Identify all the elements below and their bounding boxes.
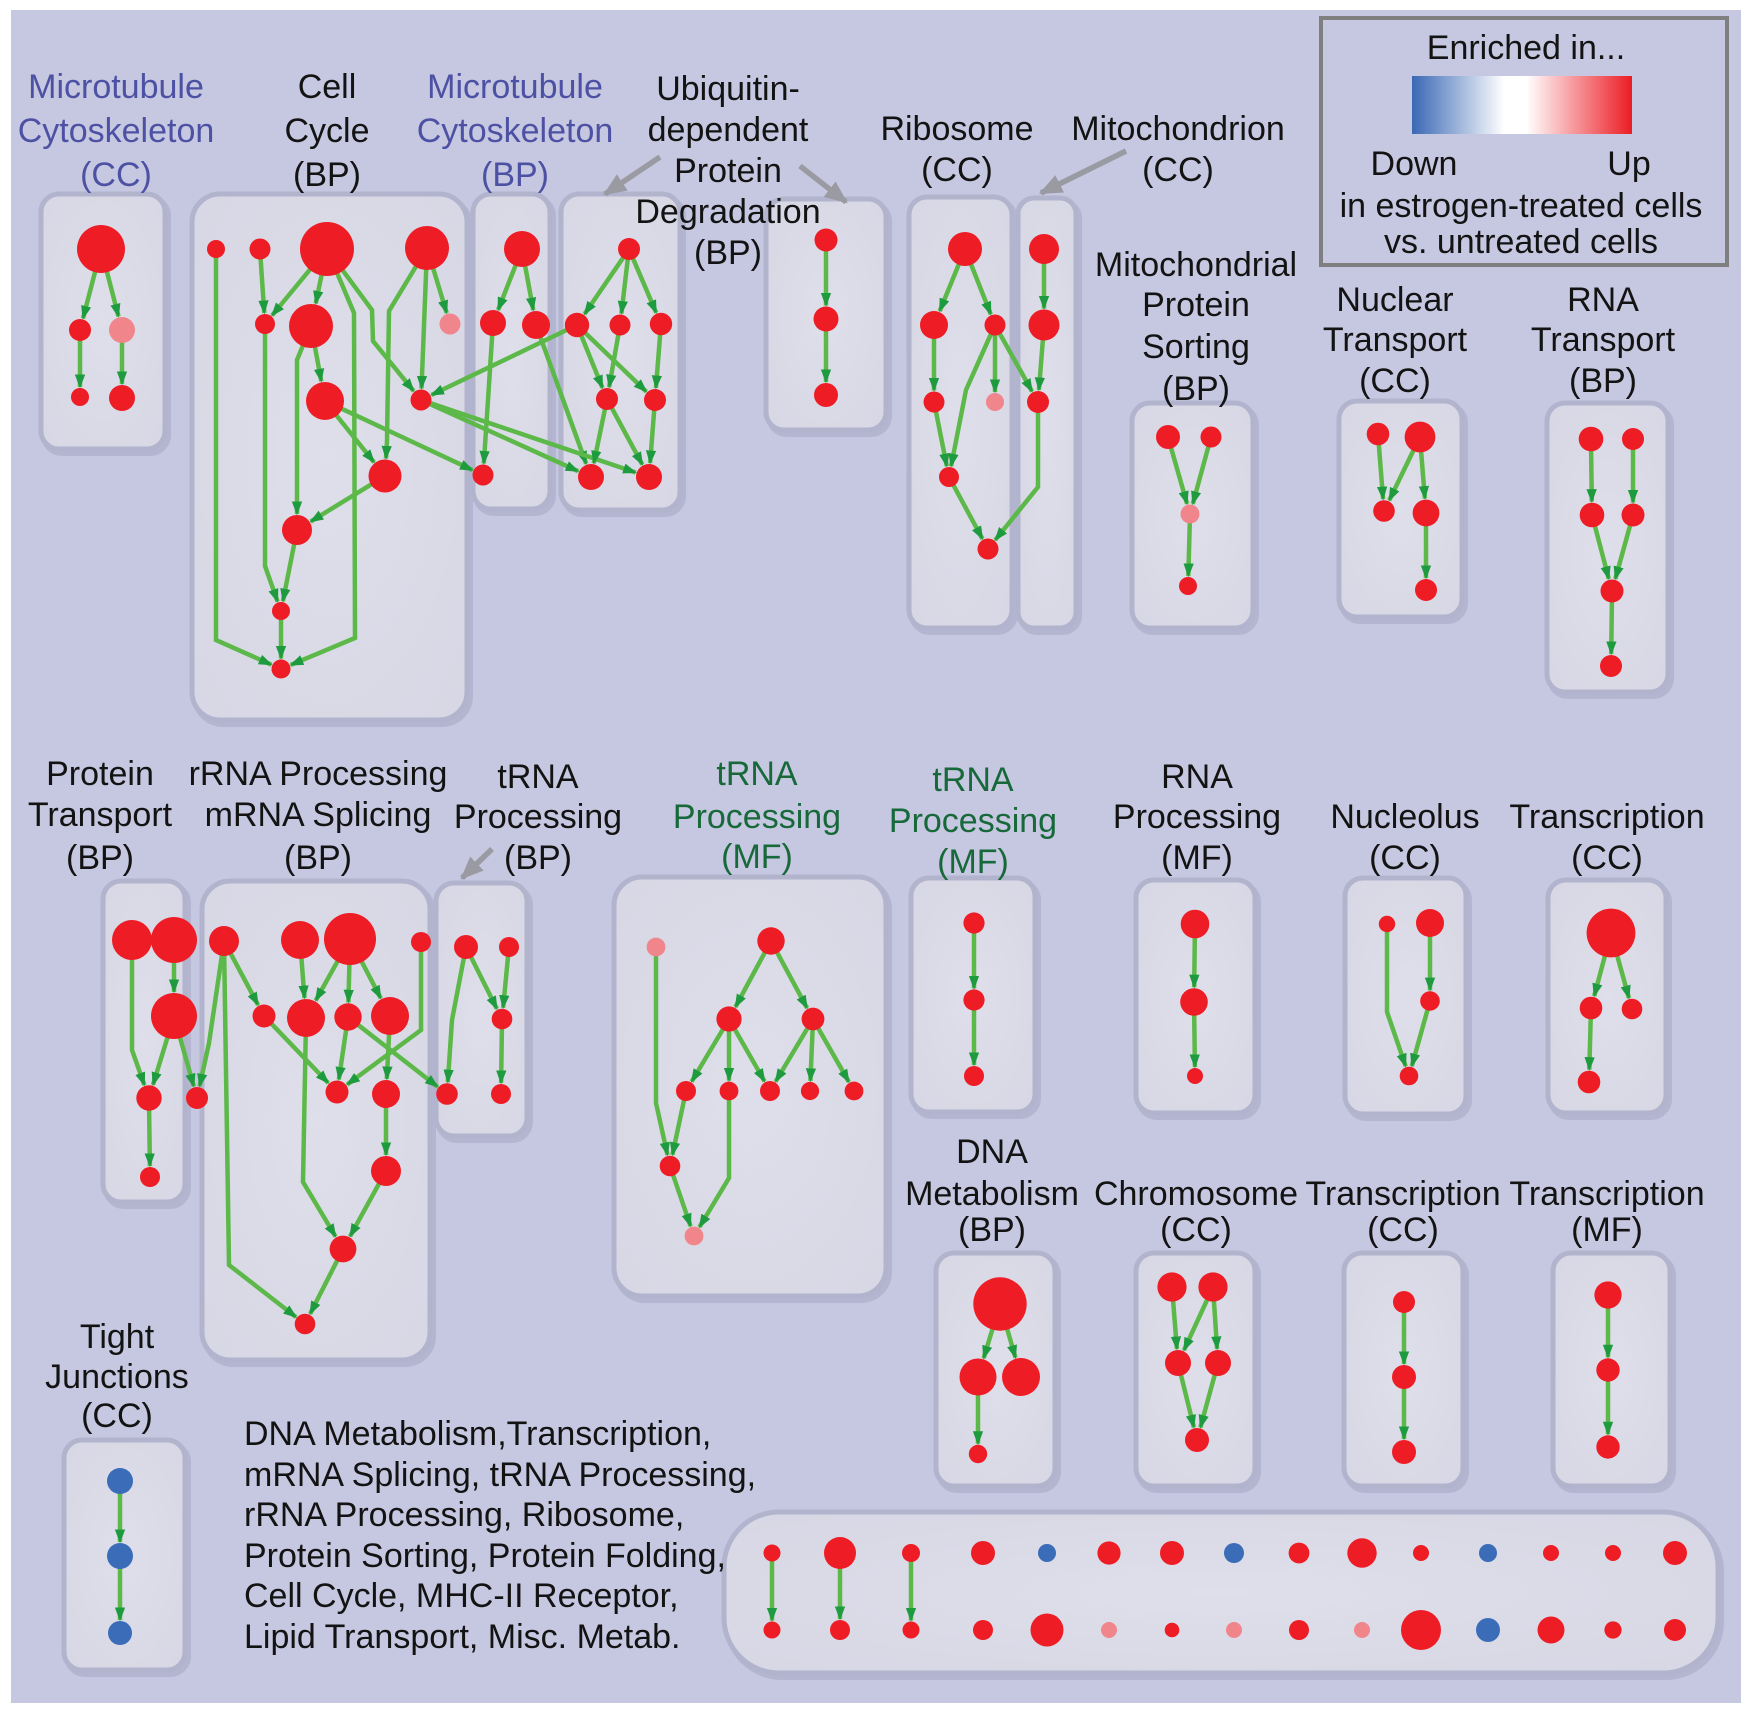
svg-text:(CC): (CC) (1142, 151, 1214, 189)
svg-text:Tight: Tight (80, 1318, 155, 1356)
svg-text:rRNA Processing, Ribosome,: rRNA Processing, Ribosome, (244, 1496, 684, 1534)
svg-text:Processing: Processing (673, 798, 841, 836)
svg-text:Mitochondrion: Mitochondrion (1071, 110, 1285, 148)
svg-text:(MF): (MF) (721, 838, 793, 876)
svg-text:rRNA Processing: rRNA Processing (189, 755, 448, 793)
svg-text:Processing: Processing (889, 802, 1057, 840)
svg-text:Junctions: Junctions (45, 1358, 189, 1396)
svg-text:RNA: RNA (1161, 758, 1233, 796)
svg-text:Transcription: Transcription (1509, 798, 1704, 836)
svg-text:Down: Down (1371, 145, 1458, 183)
svg-text:dependent: dependent (648, 111, 809, 149)
svg-text:(BP): (BP) (293, 156, 361, 194)
svg-text:(CC): (CC) (1369, 839, 1441, 877)
svg-text:Microtubule: Microtubule (427, 68, 603, 106)
svg-text:Cytoskeleton: Cytoskeleton (18, 112, 215, 150)
svg-text:Processing: Processing (1113, 798, 1281, 836)
svg-text:(CC): (CC) (1359, 362, 1431, 400)
svg-text:Protein: Protein (674, 152, 782, 190)
svg-text:(CC): (CC) (80, 156, 152, 194)
svg-text:(BP): (BP) (284, 839, 352, 877)
svg-text:DNA: DNA (956, 1133, 1028, 1171)
svg-text:Processing: Processing (454, 798, 622, 836)
svg-text:Protein Sorting, Protein Foldi: Protein Sorting, Protein Folding, (244, 1537, 726, 1575)
svg-text:(CC): (CC) (1367, 1211, 1439, 1249)
svg-text:Cycle: Cycle (284, 112, 369, 150)
svg-text:Mitochondrial: Mitochondrial (1095, 246, 1297, 284)
svg-text:(MF): (MF) (937, 843, 1009, 881)
svg-text:tRNA: tRNA (497, 758, 579, 796)
svg-text:tRNA: tRNA (932, 761, 1014, 799)
svg-text:(BP): (BP) (66, 839, 134, 877)
svg-text:in estrogen-treated cells: in estrogen-treated cells (1340, 187, 1703, 225)
svg-text:Transport: Transport (1531, 321, 1676, 359)
svg-text:(BP): (BP) (1569, 362, 1637, 400)
svg-text:Microtubule: Microtubule (28, 68, 204, 106)
svg-text:(CC): (CC) (1571, 839, 1643, 877)
svg-text:Sorting: Sorting (1142, 328, 1250, 366)
svg-text:(CC): (CC) (921, 151, 993, 189)
svg-text:(BP): (BP) (694, 234, 762, 272)
svg-text:Metabolism: Metabolism (905, 1175, 1079, 1213)
svg-text:Cell: Cell (298, 68, 357, 106)
svg-text:(MF): (MF) (1571, 1211, 1643, 1249)
svg-text:Cell Cycle, MHC-II Receptor,: Cell Cycle, MHC-II Receptor, (244, 1577, 679, 1615)
svg-text:Transport: Transport (1323, 321, 1468, 359)
svg-text:Transcription: Transcription (1305, 1175, 1500, 1213)
svg-text:(CC): (CC) (1160, 1211, 1232, 1249)
svg-text:Ubiquitin-: Ubiquitin- (656, 70, 800, 108)
svg-text:Transcription: Transcription (1509, 1175, 1704, 1213)
svg-text:Chromosome: Chromosome (1094, 1175, 1298, 1213)
svg-text:tRNA: tRNA (716, 755, 798, 793)
svg-text:Lipid Transport, Misc. Metab.: Lipid Transport, Misc. Metab. (244, 1618, 681, 1656)
svg-text:Protein: Protein (46, 755, 154, 793)
svg-text:Up: Up (1607, 145, 1650, 183)
svg-text:(CC): (CC) (81, 1397, 153, 1435)
svg-text:DNA Metabolism,Transcription,: DNA Metabolism,Transcription, (244, 1415, 711, 1453)
svg-text:Cytoskeleton: Cytoskeleton (417, 112, 614, 150)
svg-text:mRNA Splicing: mRNA Splicing (205, 796, 432, 834)
svg-text:(BP): (BP) (1162, 370, 1230, 408)
svg-text:(BP): (BP) (481, 156, 549, 194)
svg-text:(BP): (BP) (958, 1211, 1026, 1249)
svg-text:Ribosome: Ribosome (880, 110, 1033, 148)
svg-text:Nucleolus: Nucleolus (1330, 798, 1479, 836)
svg-text:mRNA Splicing, tRNA Processing: mRNA Splicing, tRNA Processing, (244, 1456, 756, 1494)
svg-text:vs. untreated cells: vs. untreated cells (1384, 223, 1658, 261)
svg-text:(MF): (MF) (1161, 839, 1233, 877)
svg-text:RNA: RNA (1567, 281, 1639, 319)
svg-text:Nuclear: Nuclear (1336, 281, 1453, 319)
svg-text:(BP): (BP) (504, 839, 572, 877)
svg-text:Protein: Protein (1142, 286, 1250, 324)
svg-text:Degradation: Degradation (635, 193, 820, 231)
svg-text:Transport: Transport (28, 796, 173, 834)
svg-text:Enriched in...: Enriched in... (1427, 29, 1625, 67)
